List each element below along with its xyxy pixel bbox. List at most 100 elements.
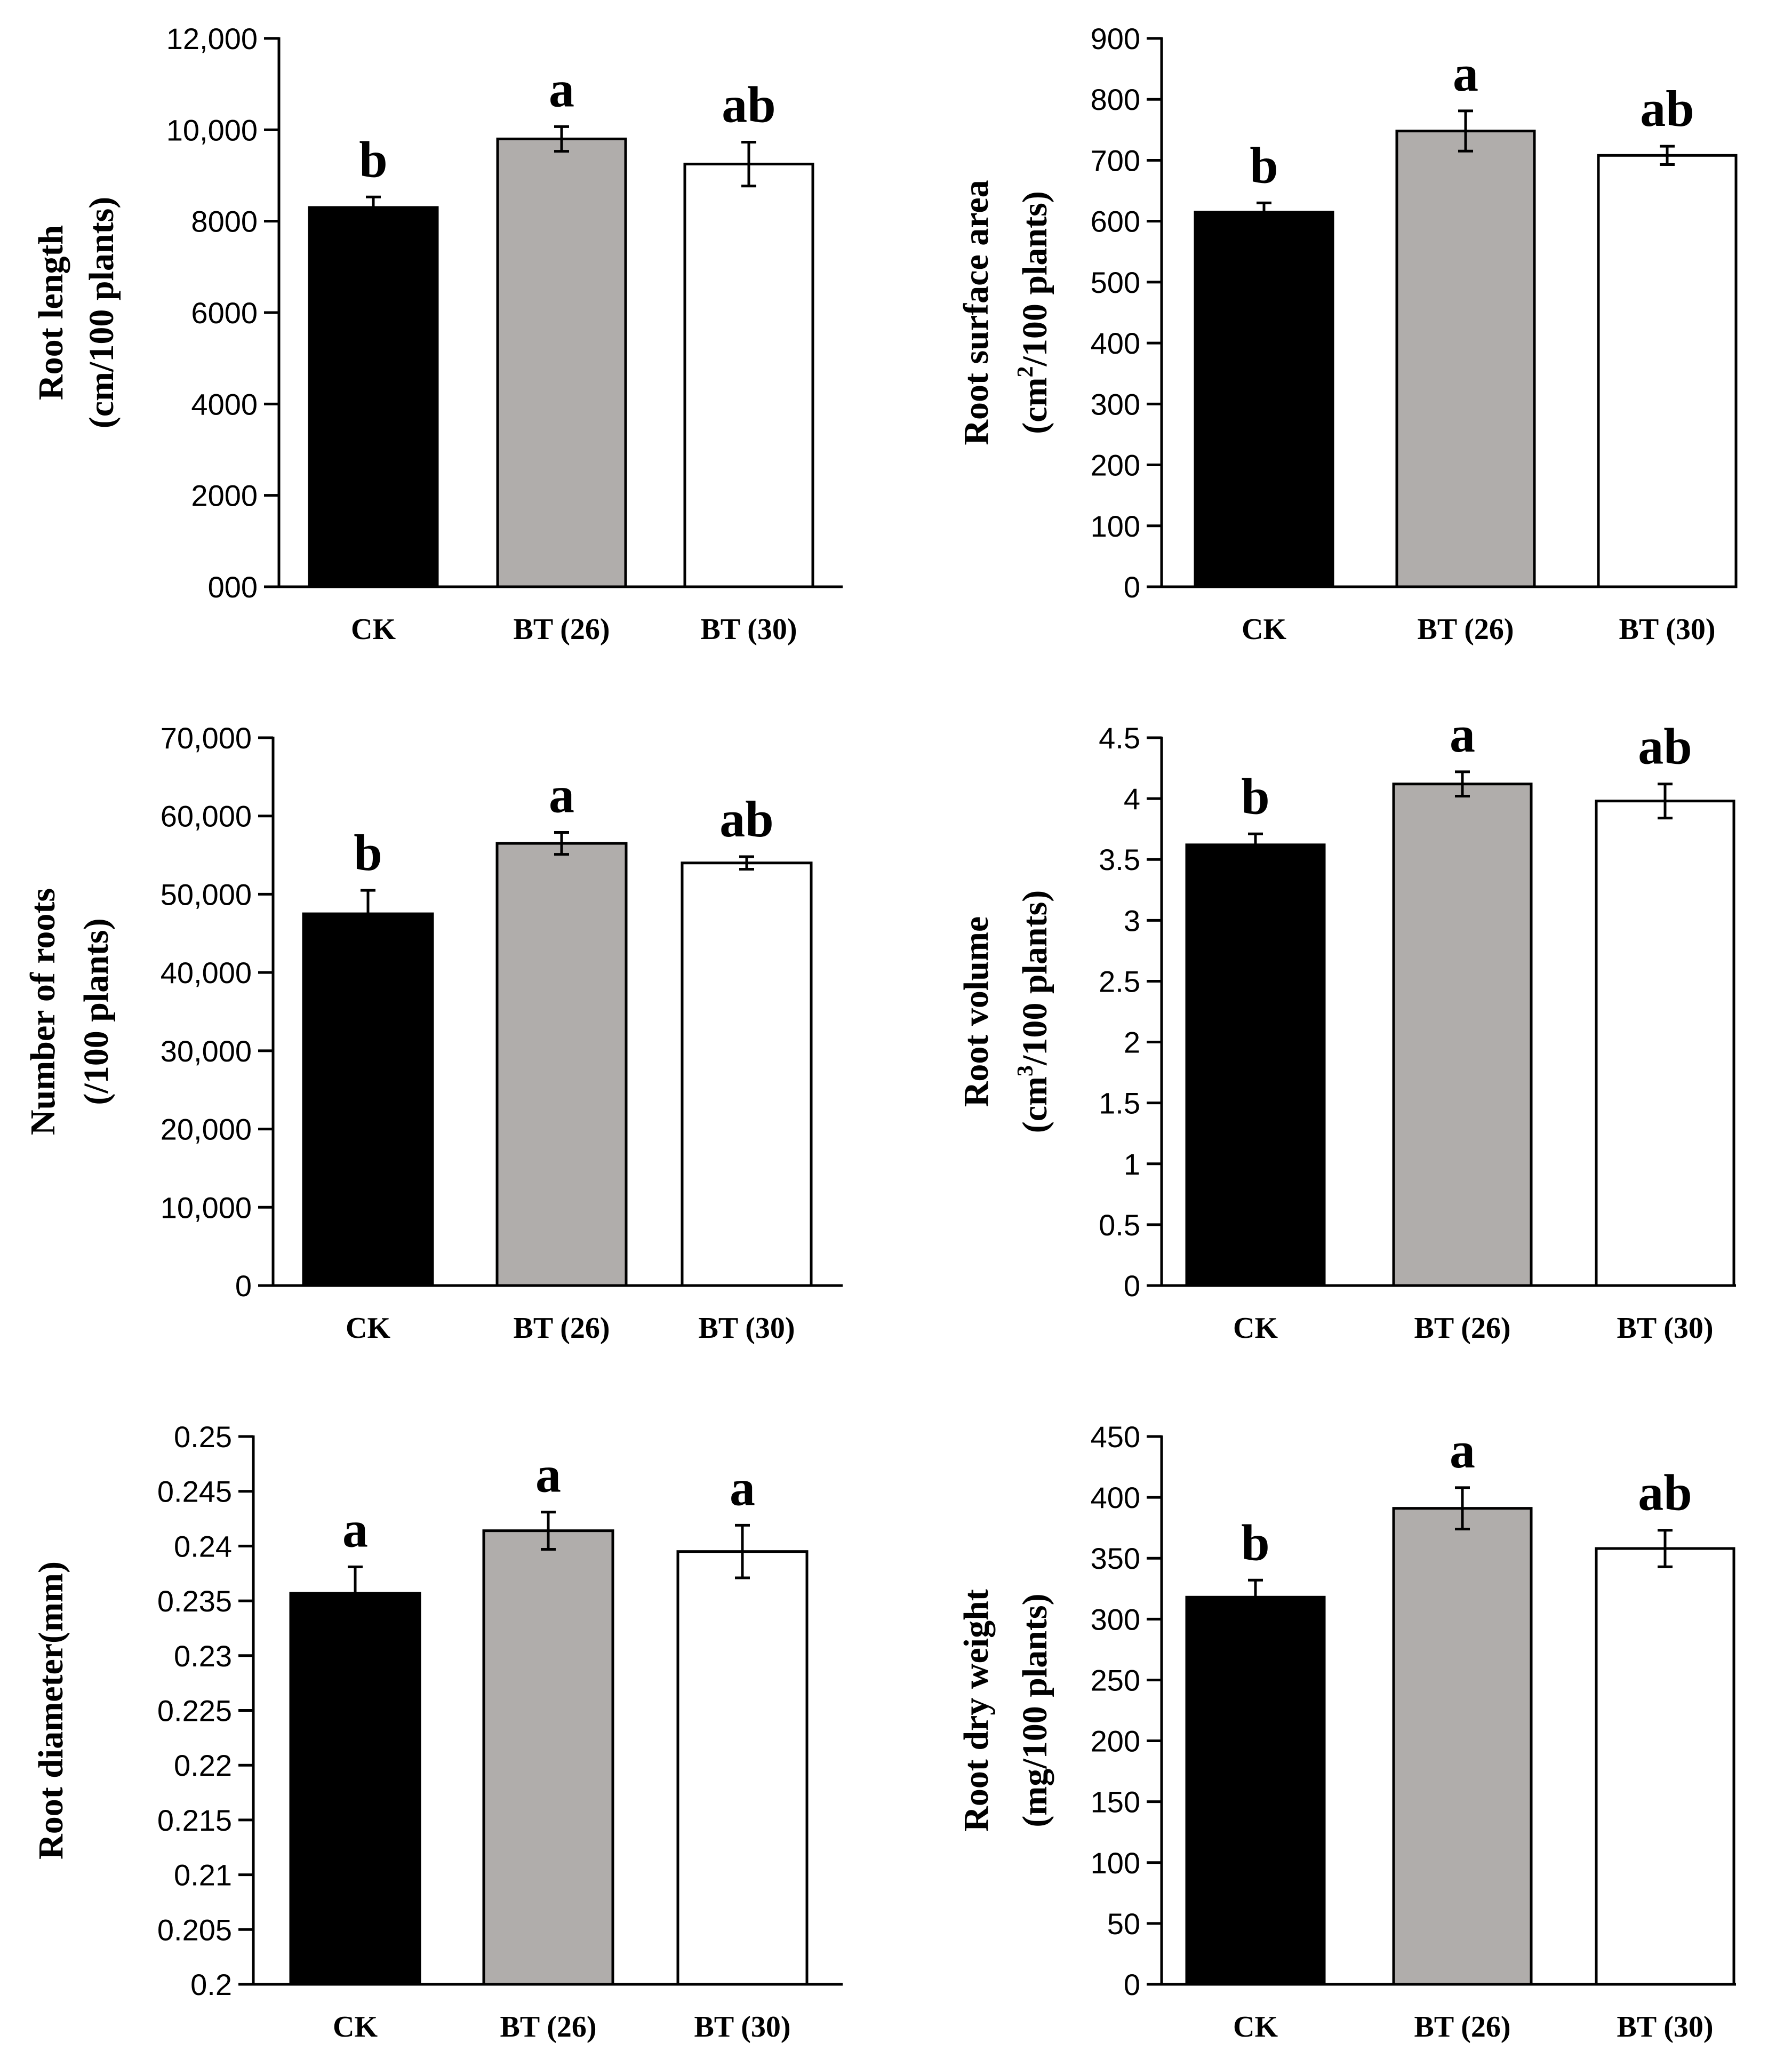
x-category-label: BT (30): [1617, 2010, 1714, 2044]
error-bar: [1658, 1529, 1673, 1568]
y-tick-label: 8000: [191, 205, 258, 238]
y-tick-label: 0.23: [174, 1639, 232, 1673]
bar-bt-30: [676, 1550, 809, 1986]
bar-ck: [302, 912, 434, 1287]
y-tick-label: 0.25: [174, 1420, 232, 1454]
y-tick-label: 0.225: [157, 1694, 232, 1728]
y-tick-label: 300: [1091, 1602, 1140, 1636]
significance-letter: a: [535, 1446, 561, 1503]
y-tick-label: 10,000: [166, 113, 258, 147]
y-tick-label: 0.2: [190, 1968, 232, 2001]
y-tick-label: 2: [1124, 1026, 1140, 1059]
x-category-label: BT (30): [699, 1312, 795, 1345]
y-tick-label: 0: [1124, 1269, 1140, 1303]
y-tick-label: 3: [1124, 904, 1140, 937]
significance-letter: ab: [1640, 80, 1694, 137]
y-tick-label: 0.21: [174, 1858, 232, 1892]
bar-bt-30: [1595, 1547, 1735, 1986]
error-bar: [1455, 770, 1470, 798]
x-category-label: BT (26): [514, 613, 610, 646]
bar-bt-26: [1392, 783, 1533, 1287]
x-category-label: BT (30): [1619, 613, 1716, 646]
chart-panel-6: 0 50 100 150 200 250 300 350 400 450 b CK a BT (26) ab…: [957, 1420, 1736, 2044]
chart-panel-4: 0 0.5 1 1.5 2 2.5 3 3.5 4 4.5 b CK a BT (26) ab BT (30)…: [957, 706, 1736, 1345]
significance-letter: b: [354, 824, 382, 881]
y-tick-label: 600: [1091, 205, 1140, 238]
y-tick-label: 450: [1091, 1420, 1140, 1454]
y-axis-title: Root length: [31, 225, 70, 400]
error-bar: [541, 1511, 556, 1551]
x-category-label: BT (30): [694, 2010, 791, 2044]
bar-ck: [1185, 843, 1326, 1287]
bar-ck: [1185, 1595, 1326, 1986]
y-tick-label: 60,000: [161, 800, 252, 833]
y-axis-subtitle: (cm2/100 plants): [1013, 191, 1054, 434]
y-tick-label: 2.5: [1099, 964, 1140, 998]
y-tick-label: 500: [1091, 266, 1140, 299]
error-bar: [1660, 145, 1675, 166]
error-bar: [739, 855, 754, 871]
y-tick-label: 4.5: [1099, 721, 1140, 755]
x-category-label: CK: [1233, 1312, 1278, 1345]
chart-panel-2: 0 100 200 300 400 500 600 700 800 900 b CK a BT (26) a…: [957, 22, 1738, 646]
x-category-label: BT (26): [500, 2010, 597, 2044]
error-bar: [348, 1565, 363, 1621]
y-tick-label: 900: [1091, 22, 1140, 55]
significance-letter: ab: [719, 791, 773, 848]
y-tick-label: 0.24: [174, 1529, 232, 1563]
x-category-label: CK: [1242, 613, 1286, 646]
y-axis-subtitle: (/100 plants): [77, 918, 116, 1105]
significance-letter: a: [1453, 45, 1478, 102]
chart-panel-5: 0.2 0.205 0.21 0.215 0.22 0.225 0.23 0.235 0.24 0…: [31, 1420, 843, 2044]
error-bar: [554, 831, 569, 856]
y-axis-title: Root surface area: [957, 180, 996, 445]
significance-letter: a: [342, 1501, 368, 1558]
y-tick-label: 4000: [191, 387, 258, 421]
y-tick-label: 0.5: [1099, 1208, 1140, 1242]
x-category-label: CK: [351, 613, 396, 646]
x-category-label: BT (26): [514, 1312, 610, 1345]
error-bar: [1248, 832, 1263, 857]
significance-letter: a: [549, 60, 574, 117]
significance-letter: ab: [722, 76, 775, 133]
bar-bt-26: [1392, 1507, 1533, 1986]
y-tick-label: 0.245: [157, 1475, 232, 1509]
error-bar: [735, 1523, 750, 1579]
y-tick-label: 0.22: [174, 1749, 232, 1782]
bar-bt-26: [496, 137, 627, 588]
significance-letter: b: [1241, 768, 1269, 825]
significance-letter: a: [1450, 1422, 1475, 1479]
significance-letter: a: [730, 1459, 755, 1516]
y-tick-label: 1: [1124, 1147, 1140, 1181]
y-tick-label: 3.5: [1099, 843, 1140, 876]
bar-bt-26: [482, 1529, 614, 1986]
significance-letter: a: [1450, 706, 1475, 763]
significance-letter: a: [549, 767, 574, 824]
y-axis-title: Root volume: [957, 916, 996, 1107]
bar-bt-26: [495, 842, 628, 1287]
bar-ck: [1194, 211, 1334, 588]
x-category-label: BT (30): [1617, 1312, 1714, 1345]
y-tick-label: 40,000: [161, 956, 252, 989]
chart-panel-1: 000 2000 4000 6000 8000 10,000 12,000 b CK a BT (2…: [31, 22, 843, 646]
y-axis-subtitle: (mg/100 plants): [1015, 1593, 1054, 1827]
error-bar: [554, 125, 569, 153]
y-tick-label: 100: [1091, 509, 1140, 543]
y-tick-label: 400: [1091, 1481, 1140, 1514]
y-tick-label: 200: [1091, 1725, 1140, 1758]
y-tick-label: 000: [208, 570, 258, 604]
y-tick-label: 0: [1124, 1968, 1140, 2001]
bar-bt-30: [683, 163, 814, 588]
y-axis-title: Number of roots: [23, 888, 62, 1135]
y-tick-label: 4: [1124, 782, 1140, 816]
y-axis-subtitle: (cm3/100 plants): [1013, 890, 1054, 1134]
x-category-label: BT (30): [701, 613, 797, 646]
y-tick-label: 0: [235, 1269, 252, 1303]
bar-bt-26: [1395, 130, 1536, 588]
error-bar: [361, 889, 375, 939]
significance-letter: ab: [1638, 718, 1692, 775]
y-tick-label: 50,000: [161, 877, 252, 911]
error-bar: [1458, 109, 1473, 153]
bar-bt-30: [681, 861, 813, 1287]
bar-bt-30: [1597, 154, 1738, 588]
